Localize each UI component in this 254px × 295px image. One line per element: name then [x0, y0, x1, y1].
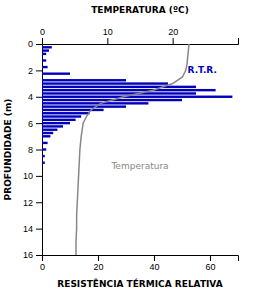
bar — [42, 125, 63, 127]
tick-label: 4 — [28, 92, 33, 102]
x2-axis-title: TEMPERATURA (ºC) — [91, 5, 189, 15]
bar — [42, 49, 49, 51]
tick-mark — [173, 38, 174, 44]
tick-mark — [36, 70, 42, 71]
tick-mark — [36, 150, 42, 151]
tick-mark — [36, 229, 42, 230]
line — [76, 44, 189, 255]
bar — [42, 148, 46, 150]
bar — [42, 161, 45, 163]
y-axis-title: PROFUNDIDADE (m) — [3, 99, 13, 201]
chart: 0 20 40 60 0 10 20 0 2 4 6 8 10 12 14 16 RESISTÊNCIA TÉR… — [0, 0, 254, 295]
tick-mark — [210, 255, 211, 261]
tick-label: 6 — [28, 119, 33, 129]
bar — [42, 46, 52, 48]
tick-label: 16 — [23, 250, 33, 260]
tick: 16 — [23, 250, 42, 260]
bar — [42, 119, 76, 121]
tick: 10 — [23, 171, 42, 181]
tick-mark — [36, 255, 42, 256]
axis-line — [43, 256, 239, 262]
tick: 6 — [28, 119, 42, 129]
tick: 8 — [28, 145, 42, 155]
bar — [42, 82, 168, 84]
bar — [42, 142, 48, 144]
bar — [42, 66, 48, 68]
bar — [42, 79, 126, 81]
bar — [42, 109, 104, 111]
tick-mark — [36, 176, 42, 177]
tick-label: 12 — [23, 198, 33, 208]
bar — [42, 122, 70, 124]
plot-area — [42, 44, 232, 255]
tick-label: 40 — [149, 262, 159, 272]
tick-label: 2 — [28, 66, 33, 76]
axis-line — [43, 38, 239, 45]
bar — [42, 72, 70, 74]
tick-label: 0 — [40, 262, 45, 272]
x2-axis: 0 10 20 — [40, 27, 239, 45]
tick-label: 14 — [23, 224, 33, 234]
tick: 12 — [23, 198, 42, 208]
annotation: Temperatura — [110, 161, 168, 171]
bar — [42, 89, 216, 91]
tick-label: 10 — [23, 171, 33, 181]
bar — [42, 132, 53, 134]
annotation: R.T.R. — [188, 65, 217, 75]
bar — [42, 115, 81, 117]
bar-series — [42, 46, 232, 164]
tick: 20 — [168, 27, 178, 44]
tick-label: 60 — [205, 262, 215, 272]
bar — [42, 112, 90, 114]
tick-mark — [42, 38, 43, 44]
tick-mark — [107, 38, 108, 44]
axis-line — [36, 45, 43, 256]
bar — [42, 102, 148, 104]
tick-label: 20 — [93, 262, 103, 272]
bar — [42, 135, 50, 137]
tick-mark — [36, 202, 42, 203]
bar — [42, 96, 232, 98]
bar — [42, 105, 126, 107]
tick-mark — [36, 44, 42, 45]
tick: 60 — [205, 255, 215, 272]
bar — [42, 92, 196, 94]
x-axis-title: RESISTÊNCIA TÉRMICA RELATIVA — [57, 278, 222, 289]
bar — [42, 155, 45, 157]
tick: 4 — [28, 92, 42, 102]
tick: 40 — [149, 255, 159, 272]
tick: 10 — [103, 27, 113, 44]
bar — [42, 129, 57, 131]
tick: 2 — [28, 66, 42, 76]
x-axis: 0 20 40 60 — [40, 255, 239, 272]
tick-mark — [36, 97, 42, 98]
tick-label: 8 — [28, 145, 33, 155]
tick-label: 0 — [28, 39, 33, 49]
bar — [42, 86, 196, 88]
tick-label: 20 — [168, 27, 178, 37]
tick-mark — [154, 255, 155, 261]
y-axis: 0 2 4 6 8 10 12 14 16 — [23, 39, 43, 260]
tick: 0 — [40, 255, 45, 272]
bar — [42, 53, 46, 55]
tick: 0 — [40, 27, 45, 44]
tick: 14 — [23, 224, 42, 234]
tick: 0 — [28, 39, 42, 49]
tick-label: 0 — [40, 27, 45, 37]
tick-mark — [98, 255, 99, 261]
tick-label: 10 — [103, 27, 113, 37]
bar — [42, 59, 46, 61]
tick: 20 — [93, 255, 103, 272]
tick-mark — [36, 123, 42, 124]
